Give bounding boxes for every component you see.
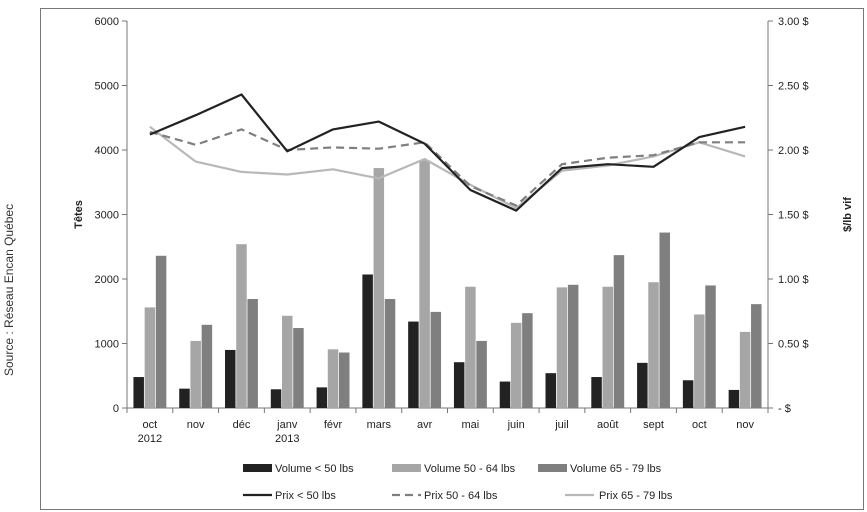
- line-series-3: [149, 125, 746, 210]
- chart-axes: 0 1000 2000 3000 4000 5000 6000 - $ 0.50 $ 1.00 $…: [73, 16, 854, 445]
- bar-series-3: [705, 285, 716, 408]
- x-tick-label: déc: [233, 419, 251, 431]
- bar-series-1: [362, 274, 373, 408]
- y2-axis-label: $/lb vif: [842, 197, 854, 232]
- bar-series-2: [144, 307, 156, 408]
- y-tick-label: 1000: [95, 339, 119, 351]
- chart-frame: [40, 8, 864, 510]
- y-tick-label: 5000: [95, 81, 119, 93]
- bar-series-2: [327, 349, 339, 408]
- x-tick-label: juil: [554, 419, 568, 431]
- bar-series-3: [567, 284, 579, 408]
- x-tick-label: nov: [187, 419, 205, 431]
- bar-series-2: [694, 314, 705, 408]
- bar-series-1: [225, 349, 236, 408]
- bar-series-2: [556, 287, 568, 408]
- x-tick-label: janv 2013: [275, 419, 299, 445]
- legend-label: Volume < 50 lbs: [275, 463, 354, 475]
- y-axis-label: Têtes: [73, 200, 85, 229]
- bar-series-2: [282, 315, 293, 408]
- legend-label: Prix 50 - 64 lbs: [424, 490, 498, 502]
- bar-series-2: [602, 286, 613, 408]
- bar-series-1: [133, 377, 144, 408]
- bar-series-3: [430, 311, 442, 408]
- bar-series-1: [637, 362, 648, 408]
- legend-swatch: [392, 464, 421, 472]
- bar-series-2: [373, 168, 385, 408]
- chart-legend: Volume < 50 lbs Volume 50 - 64 lbs Volume …: [243, 463, 673, 502]
- bar-series-3: [338, 352, 350, 408]
- legend-swatch: [538, 464, 567, 472]
- bar-series-2: [465, 286, 476, 408]
- x-tick-label: oct: [692, 419, 707, 431]
- bar-series-2: [236, 244, 247, 408]
- bar-series-2: [510, 322, 522, 408]
- bar-series-1: [316, 387, 328, 408]
- chart-bars: [133, 160, 762, 408]
- y-tick-label: 3000: [95, 210, 119, 222]
- y-tick-label: 0: [113, 403, 119, 415]
- y-tick-label: 4000: [95, 145, 119, 157]
- x-tick-label: août: [597, 419, 618, 431]
- bar-series-3: [476, 340, 487, 408]
- legend-swatch: [243, 464, 272, 472]
- bar-series-1: [408, 321, 419, 408]
- bar-series-1: [591, 377, 602, 408]
- bar-series-1: [179, 388, 190, 408]
- x-tick-label: avr: [417, 419, 433, 431]
- y-tick-label: 2000: [95, 274, 119, 286]
- y2-tick-label: - $: [778, 403, 791, 415]
- bar-series-3: [293, 328, 304, 408]
- legend-label: Volume 65 - 79 lbs: [570, 463, 662, 475]
- y2-tick-label: 2.00 $: [778, 145, 809, 157]
- bar-series-3: [659, 232, 670, 408]
- y2-tick-label: 3.00 $: [778, 16, 809, 28]
- legend-label: Prix 65 - 79 lbs: [599, 490, 673, 502]
- bar-series-1: [453, 362, 465, 408]
- x-tick-label: févr: [324, 419, 343, 431]
- bar-series-1: [545, 373, 557, 408]
- bar-series-3: [384, 298, 396, 408]
- x-tick-label: mai: [462, 419, 480, 431]
- chart-lines: [149, 93, 746, 212]
- bar-series-3: [522, 313, 533, 408]
- x-tick-label: juin: [507, 419, 525, 431]
- x-tick-label: nov: [736, 419, 754, 431]
- bar-series-1: [270, 389, 282, 408]
- bar-series-2: [419, 160, 430, 408]
- bar-series-3: [155, 255, 167, 408]
- bar-series-3: [613, 255, 625, 408]
- bar-series-3: [247, 298, 258, 408]
- line-series-2: [149, 128, 746, 207]
- legend-label: Volume 50 - 64 lbs: [424, 463, 516, 475]
- y2-tick-label: 2.50 $: [778, 81, 809, 93]
- bar-series-3: [751, 304, 762, 408]
- bar-series-3: [201, 324, 213, 408]
- x-tick-label: sept: [643, 419, 664, 431]
- y2-tick-label: 1.50 $: [778, 210, 809, 222]
- x-tick-label: mars: [367, 419, 392, 431]
- y2-tick-label: 0.50 $: [778, 339, 809, 351]
- x-tick-label: oct 2012: [138, 419, 162, 445]
- bar-series-2: [739, 331, 751, 408]
- bar-series-1: [499, 381, 511, 408]
- bar-series-1: [682, 380, 694, 408]
- bar-series-1: [728, 389, 740, 408]
- y2-tick-label: 1.00 $: [778, 274, 809, 286]
- bar-series-2: [190, 340, 201, 408]
- y-tick-label: 6000: [95, 16, 119, 28]
- line-series-1: [149, 93, 746, 212]
- legend-label: Prix < 50 lbs: [275, 490, 336, 502]
- bar-series-2: [648, 282, 659, 408]
